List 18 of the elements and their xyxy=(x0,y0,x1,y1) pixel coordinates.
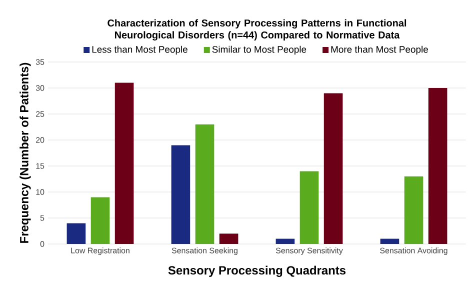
bar xyxy=(90,197,110,244)
bar xyxy=(300,171,319,244)
bar xyxy=(171,145,190,244)
bar xyxy=(404,176,424,244)
bar xyxy=(380,238,400,244)
y-axis-title: Frequency (Number of Patients) xyxy=(20,62,31,243)
bar xyxy=(114,82,134,244)
bar xyxy=(195,124,214,244)
chart-title: Characterization of Sensory Processing Patterns in Functional Neurological Disorders (n=44) Compared to Normative Data xyxy=(108,19,406,40)
bar xyxy=(219,234,238,244)
bar xyxy=(324,93,343,244)
bar xyxy=(66,223,86,244)
x-axis-title: Sensory Processing Quadrants xyxy=(168,266,346,277)
bar xyxy=(276,238,295,244)
legend-label: Similar to Most People xyxy=(212,46,306,55)
legend-label: Less than Most People xyxy=(92,46,188,55)
legend-label: More than Most People xyxy=(331,46,428,55)
bar xyxy=(428,88,448,244)
